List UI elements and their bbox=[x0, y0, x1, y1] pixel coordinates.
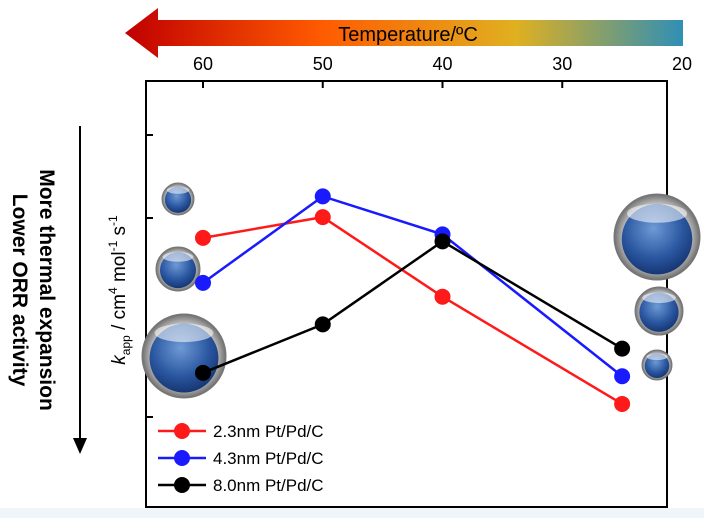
data-point bbox=[614, 395, 631, 412]
particle-sphere bbox=[613, 193, 701, 281]
sphere-highlight bbox=[646, 353, 668, 361]
y-label-sup1: 4 bbox=[106, 287, 120, 294]
sphere-core bbox=[159, 252, 197, 289]
data-point bbox=[614, 368, 631, 385]
temperature-tick-label: 20 bbox=[672, 54, 692, 74]
sphere-core bbox=[639, 292, 679, 332]
y-label-sup3: -1 bbox=[106, 215, 120, 226]
particle-spheres bbox=[141, 182, 701, 399]
legend-label: 4.3nm Pt/Pd/C bbox=[213, 449, 324, 468]
y-label-app: app bbox=[119, 335, 133, 355]
series-3 bbox=[195, 233, 631, 381]
y-label-mol: mol bbox=[109, 251, 130, 287]
temperature-tick-label: 40 bbox=[432, 54, 452, 74]
legend-marker bbox=[174, 423, 190, 439]
plot-frame bbox=[145, 80, 668, 508]
sphere-highlight bbox=[626, 203, 688, 223]
annotation-arrow-head bbox=[73, 438, 87, 454]
legend-item: 2.3nm Pt/Pd/C bbox=[158, 422, 324, 441]
data-point bbox=[314, 316, 331, 333]
sphere-highlight bbox=[162, 252, 194, 262]
particle-sphere bbox=[641, 349, 673, 381]
annotation-line-2: Lower ORR activity bbox=[8, 194, 31, 387]
sphere-highlight bbox=[166, 186, 190, 194]
series-layer bbox=[195, 188, 631, 412]
series-2 bbox=[195, 188, 631, 385]
sphere-core bbox=[621, 203, 693, 275]
legend-item: 4.3nm Pt/Pd/C bbox=[158, 449, 324, 468]
particle-sphere bbox=[161, 182, 195, 216]
sphere-highlight bbox=[154, 323, 214, 343]
data-point bbox=[434, 288, 451, 305]
y-label-k: k bbox=[109, 354, 130, 365]
frame-ticks bbox=[146, 81, 564, 418]
particle-sphere bbox=[141, 313, 227, 399]
sphere-core bbox=[164, 186, 192, 213]
y-label-sup2: -1 bbox=[106, 240, 120, 251]
data-point bbox=[195, 364, 211, 381]
y-label-s: s bbox=[109, 226, 130, 241]
data-point bbox=[195, 274, 211, 291]
bottom-band bbox=[0, 508, 704, 518]
y-label-units: / cm bbox=[109, 294, 130, 335]
data-point bbox=[434, 233, 451, 250]
y-axis-label: kapp / cm4 mol-1 s-1 bbox=[106, 215, 133, 365]
sphere-highlight bbox=[642, 292, 676, 304]
sphere-core bbox=[644, 353, 670, 379]
data-point bbox=[195, 229, 211, 246]
series-line bbox=[202, 239, 623, 374]
legend: 2.3nm Pt/Pd/C 4.3nm Pt/Pd/C 8.0nm Pt/Pd/C bbox=[158, 422, 324, 495]
temperature-arrow bbox=[125, 8, 683, 58]
legend-marker bbox=[174, 450, 190, 466]
legend-marker bbox=[174, 477, 190, 493]
legend-label: 8.0nm Pt/Pd/C bbox=[213, 476, 324, 495]
data-point bbox=[314, 188, 331, 205]
particle-sphere bbox=[634, 286, 684, 336]
data-point bbox=[314, 209, 331, 226]
temperature-label: Temperature/ºC bbox=[338, 24, 478, 46]
temperature-tick-label: 30 bbox=[552, 54, 572, 74]
legend-label: 2.3nm Pt/Pd/C bbox=[213, 422, 324, 441]
series-1 bbox=[195, 209, 631, 412]
temperature-tick-label: 50 bbox=[313, 54, 333, 74]
particle-sphere bbox=[155, 246, 201, 292]
temperature-tick-label: 60 bbox=[193, 54, 213, 74]
series-line bbox=[202, 215, 623, 406]
legend-item: 8.0nm Pt/Pd/C bbox=[158, 476, 324, 495]
series-line bbox=[202, 194, 623, 378]
annotation-line-1: More thermal expansion bbox=[35, 169, 58, 411]
data-point bbox=[614, 340, 631, 357]
temperature-tick-labels: 60 50 40 30 20 bbox=[193, 54, 692, 74]
